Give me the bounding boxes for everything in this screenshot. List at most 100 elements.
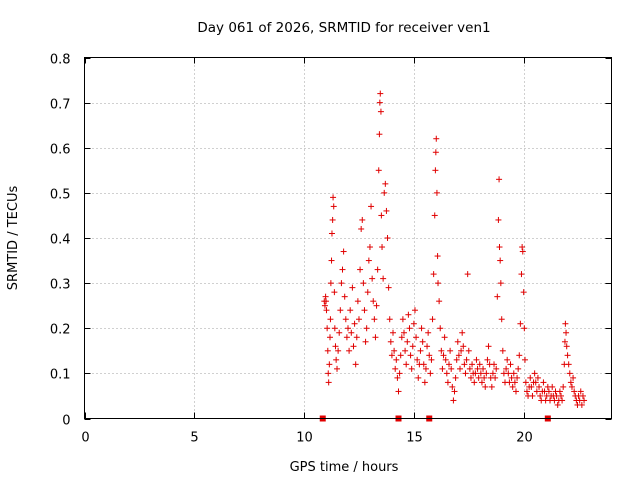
data-point xyxy=(435,280,442,287)
data-point xyxy=(351,320,358,327)
data-point xyxy=(349,284,356,291)
data-point xyxy=(338,280,345,287)
data-point xyxy=(408,365,415,372)
data-point xyxy=(492,374,499,381)
data-point xyxy=(378,212,385,219)
data-point xyxy=(464,271,471,278)
data-point xyxy=(571,388,578,395)
y-axis-label: SRMTID / TECUs xyxy=(6,186,21,291)
data-point xyxy=(431,212,438,219)
x-tick-label: 5 xyxy=(190,431,198,446)
data-point xyxy=(332,343,339,350)
data-point xyxy=(391,347,398,354)
data-point xyxy=(515,365,522,372)
data-point xyxy=(517,320,524,327)
data-point xyxy=(483,370,490,377)
data-point xyxy=(358,225,365,232)
data-point xyxy=(563,329,570,336)
data-point xyxy=(441,334,448,341)
data-point xyxy=(342,316,349,323)
data-point xyxy=(346,347,353,354)
data-point xyxy=(506,379,513,386)
data-point xyxy=(366,244,373,251)
data-point xyxy=(505,370,512,377)
data-point xyxy=(510,370,517,377)
data-point xyxy=(327,316,334,323)
data-point xyxy=(545,388,552,395)
data-point xyxy=(420,361,427,368)
chart-title: Day 061 of 2026, SRMTID for receiver ven… xyxy=(197,20,490,36)
data-point xyxy=(374,266,381,273)
data-point xyxy=(324,325,331,332)
data-point xyxy=(536,383,543,390)
data-point xyxy=(509,383,516,390)
data-point xyxy=(326,361,333,368)
data-point xyxy=(388,352,395,359)
data-point xyxy=(376,99,383,106)
data-point xyxy=(336,329,343,336)
data-point xyxy=(387,338,394,345)
data-point xyxy=(485,343,492,350)
data-point xyxy=(438,347,445,354)
data-point xyxy=(472,370,479,377)
data-point xyxy=(497,280,504,287)
data-point xyxy=(484,356,491,363)
data-point xyxy=(326,334,333,341)
y-tick-label: 0.4 xyxy=(50,233,71,248)
data-point xyxy=(385,284,392,291)
data-point xyxy=(375,167,382,174)
data-point xyxy=(436,298,443,305)
data-point xyxy=(360,280,367,287)
data-point xyxy=(562,320,569,327)
data-point xyxy=(372,334,379,341)
data-point xyxy=(376,131,383,138)
data-point xyxy=(426,352,433,359)
data-point xyxy=(373,302,380,309)
data-point xyxy=(398,334,405,341)
data-point xyxy=(421,379,428,386)
data-point xyxy=(424,343,431,350)
data-point xyxy=(330,194,337,201)
data-point xyxy=(371,316,378,323)
data-point xyxy=(473,356,480,363)
data-point xyxy=(521,356,528,363)
data-point xyxy=(429,316,436,323)
data-point xyxy=(331,325,338,332)
data-point xyxy=(377,90,384,97)
y-tick-labels: 0 0.1 0.2 0.3 0.4 0.5 0.6 0.7 0.8 xyxy=(50,53,71,429)
plot-frame xyxy=(84,57,612,419)
y-tick-label: 0.5 xyxy=(50,188,71,203)
data-point xyxy=(419,338,426,345)
data-point xyxy=(437,325,444,332)
data-point xyxy=(359,216,366,223)
data-point xyxy=(498,316,505,323)
data-point xyxy=(410,320,417,327)
data-point xyxy=(514,374,521,381)
data-point xyxy=(489,370,496,377)
data-point xyxy=(475,374,482,381)
data-point xyxy=(507,361,514,368)
data-point xyxy=(383,207,390,214)
x-axis-label: GPS time / hours xyxy=(290,460,399,475)
data-point xyxy=(523,388,530,395)
data-point xyxy=(393,356,400,363)
y-tick-label: 0 xyxy=(62,414,70,429)
data-point xyxy=(428,356,435,363)
data-point xyxy=(456,365,463,372)
data-point xyxy=(467,374,474,381)
data-point xyxy=(496,176,503,183)
data-point xyxy=(384,235,391,241)
data-point xyxy=(518,271,525,278)
data-point xyxy=(434,253,441,260)
data-point xyxy=(476,361,483,368)
data-point xyxy=(357,266,364,273)
data-point xyxy=(446,361,453,368)
data-point xyxy=(449,383,456,390)
data-point xyxy=(495,216,502,223)
data-point xyxy=(354,298,361,305)
y-tick-label: 0.3 xyxy=(50,278,71,293)
data-point xyxy=(563,343,570,350)
data-point xyxy=(519,244,526,251)
data-point xyxy=(560,383,567,390)
